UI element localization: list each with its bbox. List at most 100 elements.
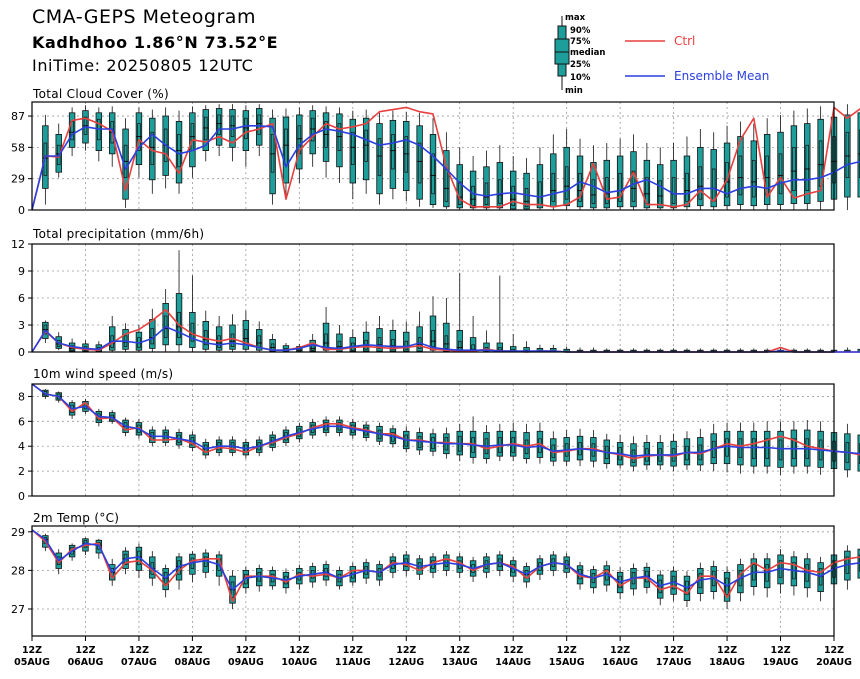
box-inner [564, 166, 569, 200]
box-inner [190, 123, 195, 151]
ctrl-line [31, 529, 860, 603]
box-inner [511, 185, 515, 207]
box-inner [364, 129, 368, 162]
legend-box-label: 10% [570, 73, 591, 83]
box-inner [204, 116, 208, 141]
legend-box-label: median [570, 48, 605, 58]
x-tick-date: 17AUG [656, 657, 692, 668]
x-tick-date: 13AUG [442, 657, 478, 668]
box-inner [391, 134, 395, 170]
y-tick-label: 58 [11, 141, 25, 154]
panel-title: Total Cloud Cover (%) [32, 87, 169, 101]
box-inner [725, 438, 729, 457]
box-inner [431, 330, 435, 347]
x-tick-date: 10AUG [281, 657, 317, 668]
box-inner [498, 179, 502, 204]
x-tick-hour: 12Z [129, 645, 149, 656]
legend-ctrl-label: Ctrl [674, 34, 695, 48]
x-tick-hour: 12Z [236, 645, 256, 656]
x-tick-hour: 12Z [343, 645, 363, 656]
box-inner [792, 147, 796, 191]
y-tick-label: 0 [18, 346, 25, 359]
box-inner [444, 335, 449, 349]
box-inner [778, 439, 783, 461]
ensemble-mean-line [31, 529, 860, 591]
box-inner [270, 134, 275, 173]
box-inner [337, 123, 342, 151]
box-inner [150, 131, 155, 165]
box-inner [244, 117, 248, 140]
box-inner [404, 340, 409, 350]
box-inner [645, 177, 649, 204]
y-tick-label: 4 [18, 440, 25, 453]
box-inner [658, 180, 662, 205]
box-inner [417, 142, 422, 184]
x-tick-hour: 12Z [22, 645, 42, 656]
init-time-label: IniTime: 20250805 12UTC [32, 56, 254, 75]
box-inner [391, 339, 395, 350]
box-inner [457, 340, 462, 351]
box-inner [297, 125, 302, 155]
box-inner [457, 181, 462, 205]
box-inner [471, 185, 475, 207]
x-tick-date: 11AUG [335, 657, 371, 668]
panel-frame [31, 101, 835, 211]
box-inner [431, 153, 435, 195]
panel-title: 10m wind speed (m/s) [33, 367, 173, 381]
x-tick-hour: 12Z [824, 645, 844, 656]
y-tick-label: 3 [18, 319, 25, 332]
x-tick-date: 12AUG [388, 657, 424, 668]
chart-title: CMA-GEPS Meteogram [32, 6, 256, 28]
box-inner [778, 153, 783, 195]
x-tick-hour: 12Z [396, 645, 416, 656]
ensemble-mean-line [31, 383, 860, 458]
box-inner [351, 131, 355, 165]
y-tick-label: 2 [18, 465, 25, 478]
box-inner [591, 179, 596, 204]
ensemble-mean-line [31, 125, 860, 211]
box-inner [217, 114, 221, 135]
x-tick-date: 15AUG [549, 657, 585, 668]
y-tick-label: 9 [18, 265, 25, 278]
box-inner [257, 114, 261, 135]
y-tick-label: 29 [11, 173, 25, 186]
box-inner [618, 172, 622, 202]
box-outer [857, 348, 860, 353]
y-tick-label: 87 [11, 110, 25, 123]
x-tick-date: 06AUG [68, 657, 104, 668]
x-tick-date: 09AUG [228, 657, 264, 668]
box-inner [230, 115, 235, 137]
box-inner [377, 337, 382, 349]
y-tick-label: 29 [11, 526, 25, 539]
x-tick-hour: 12Z [557, 645, 577, 656]
x-tick-date: 19AUG [763, 657, 799, 668]
legend-box-label: min [565, 86, 583, 96]
x-tick-hour: 12Z [610, 645, 630, 656]
x-tick-hour: 12Z [770, 645, 790, 656]
x-tick-hour: 12Z [289, 645, 309, 656]
x-tick-date: 18AUG [709, 657, 745, 668]
x-tick-date: 16AUG [602, 657, 638, 668]
x-tick-hour: 12Z [75, 645, 95, 656]
box-inner [671, 177, 676, 204]
panel-frame [31, 383, 835, 497]
x-tick-hour: 12Z [182, 645, 202, 656]
box-inner [324, 333, 328, 348]
x-tick-date: 05AUG [14, 657, 50, 668]
x-tick-date: 14AUG [495, 657, 531, 668]
legend-mean-label: Ensemble Mean [674, 69, 769, 83]
box-inner [845, 131, 850, 178]
y-tick-label: 6 [18, 415, 25, 428]
x-tick-hour: 12Z [717, 645, 737, 656]
box-inner [310, 117, 315, 142]
y-tick-label: 0 [18, 204, 25, 217]
box-inner [230, 333, 235, 347]
box-inner [484, 182, 489, 205]
y-tick-label: 12 [11, 238, 25, 251]
panel-title: Total precipitation (mm/6h) [32, 227, 204, 241]
box-inner [752, 159, 756, 198]
panel-title: 2m Temp (°C) [33, 511, 119, 525]
legend-box-label: 25% [570, 60, 591, 70]
box-inner [551, 172, 556, 202]
x-tick-hour: 12Z [450, 645, 470, 656]
